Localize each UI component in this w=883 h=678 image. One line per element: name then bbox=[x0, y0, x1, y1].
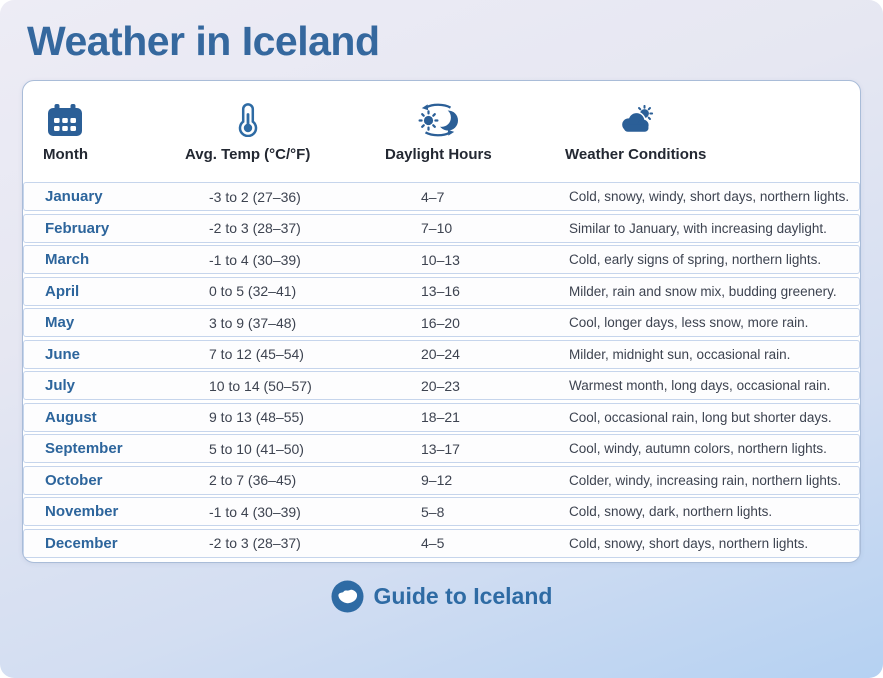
table-row: November -1 to 4 (30–39) 5–8 Cold, snowy… bbox=[23, 497, 860, 526]
daylight-cell: 10–13 bbox=[421, 251, 460, 268]
temp-cell: 7 to 12 (45–54) bbox=[209, 346, 304, 362]
month-cell: April bbox=[45, 282, 80, 300]
table-row: April 0 to 5 (32–41) 13–16 Milder, rain … bbox=[23, 276, 860, 306]
conditions-cell: Similar to January, with increasing dayl… bbox=[569, 220, 827, 236]
temp-cell: 3 to 9 (37–48) bbox=[209, 314, 297, 331]
daylight-cell: 7–10 bbox=[421, 220, 453, 236]
conditions-cell: Cool, windy, autumn colors, northern lig… bbox=[569, 441, 827, 456]
column-label-daylight: Daylight Hours bbox=[385, 146, 492, 163]
column-label-conditions: Weather Conditions bbox=[565, 146, 707, 163]
table-row: October 2 to 7 (36–45) 9–12 Colder, wind… bbox=[23, 465, 860, 495]
page-title: Weather in Iceland bbox=[27, 18, 380, 64]
month-cell: February bbox=[45, 219, 110, 237]
thermometer-icon bbox=[238, 99, 258, 141]
table-row: September 5 to 10 (41–50) 13–17 Cool, wi… bbox=[23, 434, 860, 463]
month-cell: August bbox=[45, 408, 97, 426]
table-row: June 7 to 12 (45–54) 20–24 Milder, midni… bbox=[23, 339, 860, 369]
table-row: December -2 to 3 (28–37) 4–5 Cold, snowy… bbox=[23, 528, 860, 558]
column-header-temp: Avg. Temp (°C/°F) bbox=[183, 99, 383, 179]
conditions-cell: Cold, early signs of spring, northern li… bbox=[569, 252, 822, 267]
daylight-cell: 4–5 bbox=[421, 535, 445, 551]
month-cell: June bbox=[45, 345, 81, 363]
table-row: January -3 to 2 (27–36) 4–7 Cold, snowy,… bbox=[23, 182, 860, 211]
temp-cell: 0 to 5 (32–41) bbox=[209, 283, 297, 299]
daylight-cell: 13–17 bbox=[421, 440, 460, 457]
column-header-daylight: Daylight Hours bbox=[383, 99, 563, 179]
footer-brand: Guide to Iceland bbox=[0, 579, 883, 613]
day-night-cycle-icon bbox=[417, 99, 459, 141]
daylight-cell: 18–21 bbox=[421, 409, 460, 425]
column-header-conditions: Weather Conditions bbox=[563, 99, 860, 179]
brand-name: Guide to Iceland bbox=[373, 582, 553, 609]
temp-cell: -3 to 2 (27–36) bbox=[209, 188, 301, 205]
conditions-cell: Cold, snowy, dark, northern lights. bbox=[569, 504, 773, 519]
daylight-cell: 20–24 bbox=[421, 346, 460, 362]
conditions-cell: Warmest month, long days, occasional rai… bbox=[569, 378, 831, 393]
temp-cell: -2 to 3 (28–37) bbox=[209, 220, 301, 236]
daylight-cell: 16–20 bbox=[421, 314, 460, 331]
calendar-icon bbox=[48, 99, 83, 141]
daylight-cell: 5–8 bbox=[421, 503, 445, 520]
month-cell: March bbox=[45, 251, 90, 268]
temp-cell: -2 to 3 (28–37) bbox=[209, 535, 301, 551]
temp-cell: -1 to 4 (30–39) bbox=[209, 251, 301, 268]
conditions-cell: Milder, rain and snow mix, budding green… bbox=[569, 283, 837, 299]
temp-cell: 5 to 10 (41–50) bbox=[209, 440, 304, 457]
column-header-month: Month bbox=[23, 99, 183, 179]
table-header-row: Month Avg. Temp (°C/°F) bbox=[23, 81, 860, 179]
table-row: February -2 to 3 (28–37) 7–10 Similar to… bbox=[23, 213, 860, 243]
temp-cell: 10 to 14 (50–57) bbox=[209, 377, 312, 394]
month-cell: December bbox=[45, 534, 118, 552]
daylight-cell: 20–23 bbox=[421, 377, 460, 394]
table-row: March -1 to 4 (30–39) 10–13 Cold, early … bbox=[23, 245, 860, 274]
column-label-month: Month bbox=[43, 146, 88, 163]
iceland-map-logo-icon bbox=[331, 579, 364, 613]
conditions-cell: Cool, longer days, less snow, more rain. bbox=[569, 315, 809, 330]
cloud-sun-icon bbox=[617, 99, 655, 141]
column-label-temp: Avg. Temp (°C/°F) bbox=[185, 146, 311, 163]
daylight-cell: 9–12 bbox=[421, 472, 453, 488]
temp-cell: 2 to 7 (36–45) bbox=[209, 472, 297, 488]
table-row: July 10 to 14 (50–57) 20–23 Warmest mont… bbox=[23, 371, 860, 400]
month-cell: May bbox=[45, 314, 75, 331]
conditions-cell: Colder, windy, increasing rain, northern… bbox=[569, 472, 842, 488]
daylight-cell: 4–7 bbox=[421, 188, 445, 205]
table-body: January -3 to 2 (27–36) 4–7 Cold, snowy,… bbox=[23, 179, 860, 558]
conditions-cell: Cold, snowy, short days, northern lights… bbox=[569, 535, 809, 551]
table-row: August 9 to 13 (48–55) 18–21 Cool, occas… bbox=[23, 402, 860, 432]
table-row: May 3 to 9 (37–48) 16–20 Cool, longer da… bbox=[23, 308, 860, 337]
conditions-cell: Cold, snowy, windy, short days, northern… bbox=[569, 189, 850, 204]
conditions-cell: Milder, midnight sun, occasional rain. bbox=[569, 346, 791, 362]
month-cell: January bbox=[45, 188, 103, 205]
temp-cell: -1 to 4 (30–39) bbox=[209, 503, 301, 520]
month-cell: September bbox=[45, 440, 123, 457]
month-cell: November bbox=[45, 503, 119, 520]
month-cell: July bbox=[45, 377, 76, 394]
temp-cell: 9 to 13 (48–55) bbox=[209, 409, 304, 425]
month-cell: October bbox=[45, 471, 103, 489]
weather-table-card: Month Avg. Temp (°C/°F) bbox=[22, 80, 861, 563]
conditions-cell: Cool, occasional rain, long but shorter … bbox=[569, 409, 832, 425]
daylight-cell: 13–16 bbox=[421, 283, 460, 299]
